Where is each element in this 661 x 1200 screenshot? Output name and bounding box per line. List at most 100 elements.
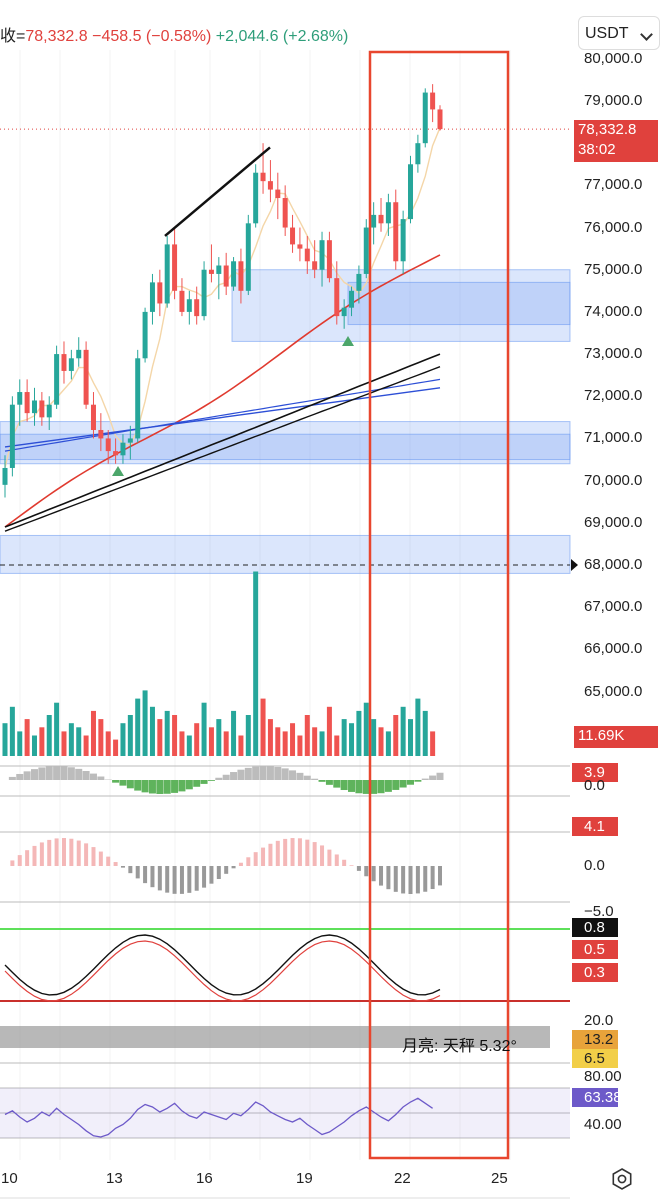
volume-bar xyxy=(76,727,82,756)
candle-body xyxy=(253,172,259,224)
indicator-value-label: 6.5 xyxy=(572,1049,618,1068)
candle-body xyxy=(9,404,15,468)
indicator-value-label: 4.1 xyxy=(572,817,618,836)
currency-label: USDT xyxy=(585,25,629,42)
volume-bar xyxy=(319,731,325,756)
volume-bar xyxy=(253,571,259,756)
histogram-bar xyxy=(209,866,214,884)
histogram-bar xyxy=(113,862,118,866)
volume-bar xyxy=(201,702,207,756)
momentum-bar xyxy=(53,766,61,780)
histogram-bar xyxy=(172,866,177,894)
candle-body xyxy=(408,164,414,220)
momentum-bar xyxy=(38,767,46,780)
momentum-bar xyxy=(75,768,83,780)
histogram-bar xyxy=(61,838,66,866)
indicator-value-label: 0.3 xyxy=(572,963,618,982)
volume-bar xyxy=(46,715,52,756)
histogram-bar xyxy=(386,866,391,890)
ma-short xyxy=(4,127,441,469)
volume-bar xyxy=(39,727,45,756)
candle-body xyxy=(68,358,74,371)
moon-position-label: 月亮: 天秤 5.32° xyxy=(402,1038,517,1055)
histogram-bar xyxy=(17,855,22,866)
histogram-bar xyxy=(69,838,74,866)
volume-bar xyxy=(135,698,141,756)
close-label: 收= xyxy=(0,28,26,45)
candle-body xyxy=(142,311,148,359)
momentum-bar xyxy=(23,771,31,780)
candle-body xyxy=(135,358,141,439)
histogram-bar xyxy=(334,854,339,866)
histogram-bar xyxy=(423,866,428,892)
settings-icon[interactable] xyxy=(611,1168,633,1190)
histogram-bar xyxy=(143,866,148,884)
histogram-bar xyxy=(238,862,243,866)
demand-zone-inner xyxy=(347,281,571,326)
histogram-bar xyxy=(165,866,170,893)
histogram-bar xyxy=(231,866,236,869)
momentum-bar xyxy=(112,780,120,783)
time-tick-label: 25 xyxy=(491,1170,508,1187)
volume-bar xyxy=(142,690,148,756)
indicator-value-label: 13.2 xyxy=(572,1030,618,1049)
last-price-value: 78,332.8 xyxy=(578,121,637,138)
candle-body xyxy=(172,244,178,291)
candle-body xyxy=(385,202,391,224)
indicator-value-label: 0.0 xyxy=(584,777,605,794)
momentum-bar xyxy=(370,780,378,794)
momentum-bar xyxy=(281,768,289,780)
volume-bar xyxy=(349,723,355,756)
momentum-bar xyxy=(296,772,304,780)
momentum-bar xyxy=(141,780,149,793)
candle-body xyxy=(157,282,163,304)
moving-averages xyxy=(4,127,441,532)
momentum-bar xyxy=(237,769,245,780)
volume-bar xyxy=(172,715,178,756)
candle-body xyxy=(319,240,325,270)
histogram-bar xyxy=(187,866,192,893)
price-tick-label: 71,000.0 xyxy=(584,429,643,447)
histogram-bar xyxy=(106,856,111,866)
order-block-zones xyxy=(0,128,578,574)
candle-body xyxy=(422,92,428,144)
price-tick-label: 75,000.0 xyxy=(584,260,643,278)
volume-bar xyxy=(363,702,369,756)
candle-body xyxy=(2,467,8,485)
candle-body xyxy=(267,181,273,190)
volume-bar xyxy=(61,731,67,756)
histogram-bar xyxy=(216,866,221,880)
candle-body xyxy=(312,261,318,270)
candle-body xyxy=(349,290,355,308)
volume-bar xyxy=(105,731,111,756)
volume-bar xyxy=(245,715,251,756)
volume-bar xyxy=(290,723,296,756)
volume-bar xyxy=(90,710,96,756)
moon-band xyxy=(0,1026,550,1048)
buy-signal-marker xyxy=(112,466,124,476)
volume-bar xyxy=(304,715,310,756)
histogram-bar xyxy=(135,866,140,879)
close-value: 78,332.8 xyxy=(25,28,88,45)
histogram-bar xyxy=(253,852,258,866)
histogram-bar xyxy=(393,866,398,892)
histogram-bar xyxy=(268,843,273,866)
price-tick-label: 70,000.0 xyxy=(584,471,643,489)
volume-bar xyxy=(17,731,23,756)
price-tick-label: 69,000.0 xyxy=(584,513,643,531)
histogram-bar xyxy=(194,866,199,891)
volume-bar xyxy=(24,719,30,756)
volume-bar xyxy=(208,727,214,756)
currency-selector[interactable]: USDT xyxy=(578,16,660,50)
grid-lines xyxy=(0,50,570,1199)
ohlc-header: 收=78,332.8 −458.5 (−0.58%) +2,044.6 (+2.… xyxy=(0,22,348,46)
volume-bar xyxy=(68,723,74,756)
candle-body xyxy=(113,451,119,456)
histogram-bar xyxy=(179,866,184,894)
candle-body xyxy=(297,244,303,249)
momentum-bar xyxy=(134,780,142,791)
volume-bar xyxy=(371,719,377,756)
histogram-bar xyxy=(98,851,103,866)
volume-bar xyxy=(282,731,288,756)
